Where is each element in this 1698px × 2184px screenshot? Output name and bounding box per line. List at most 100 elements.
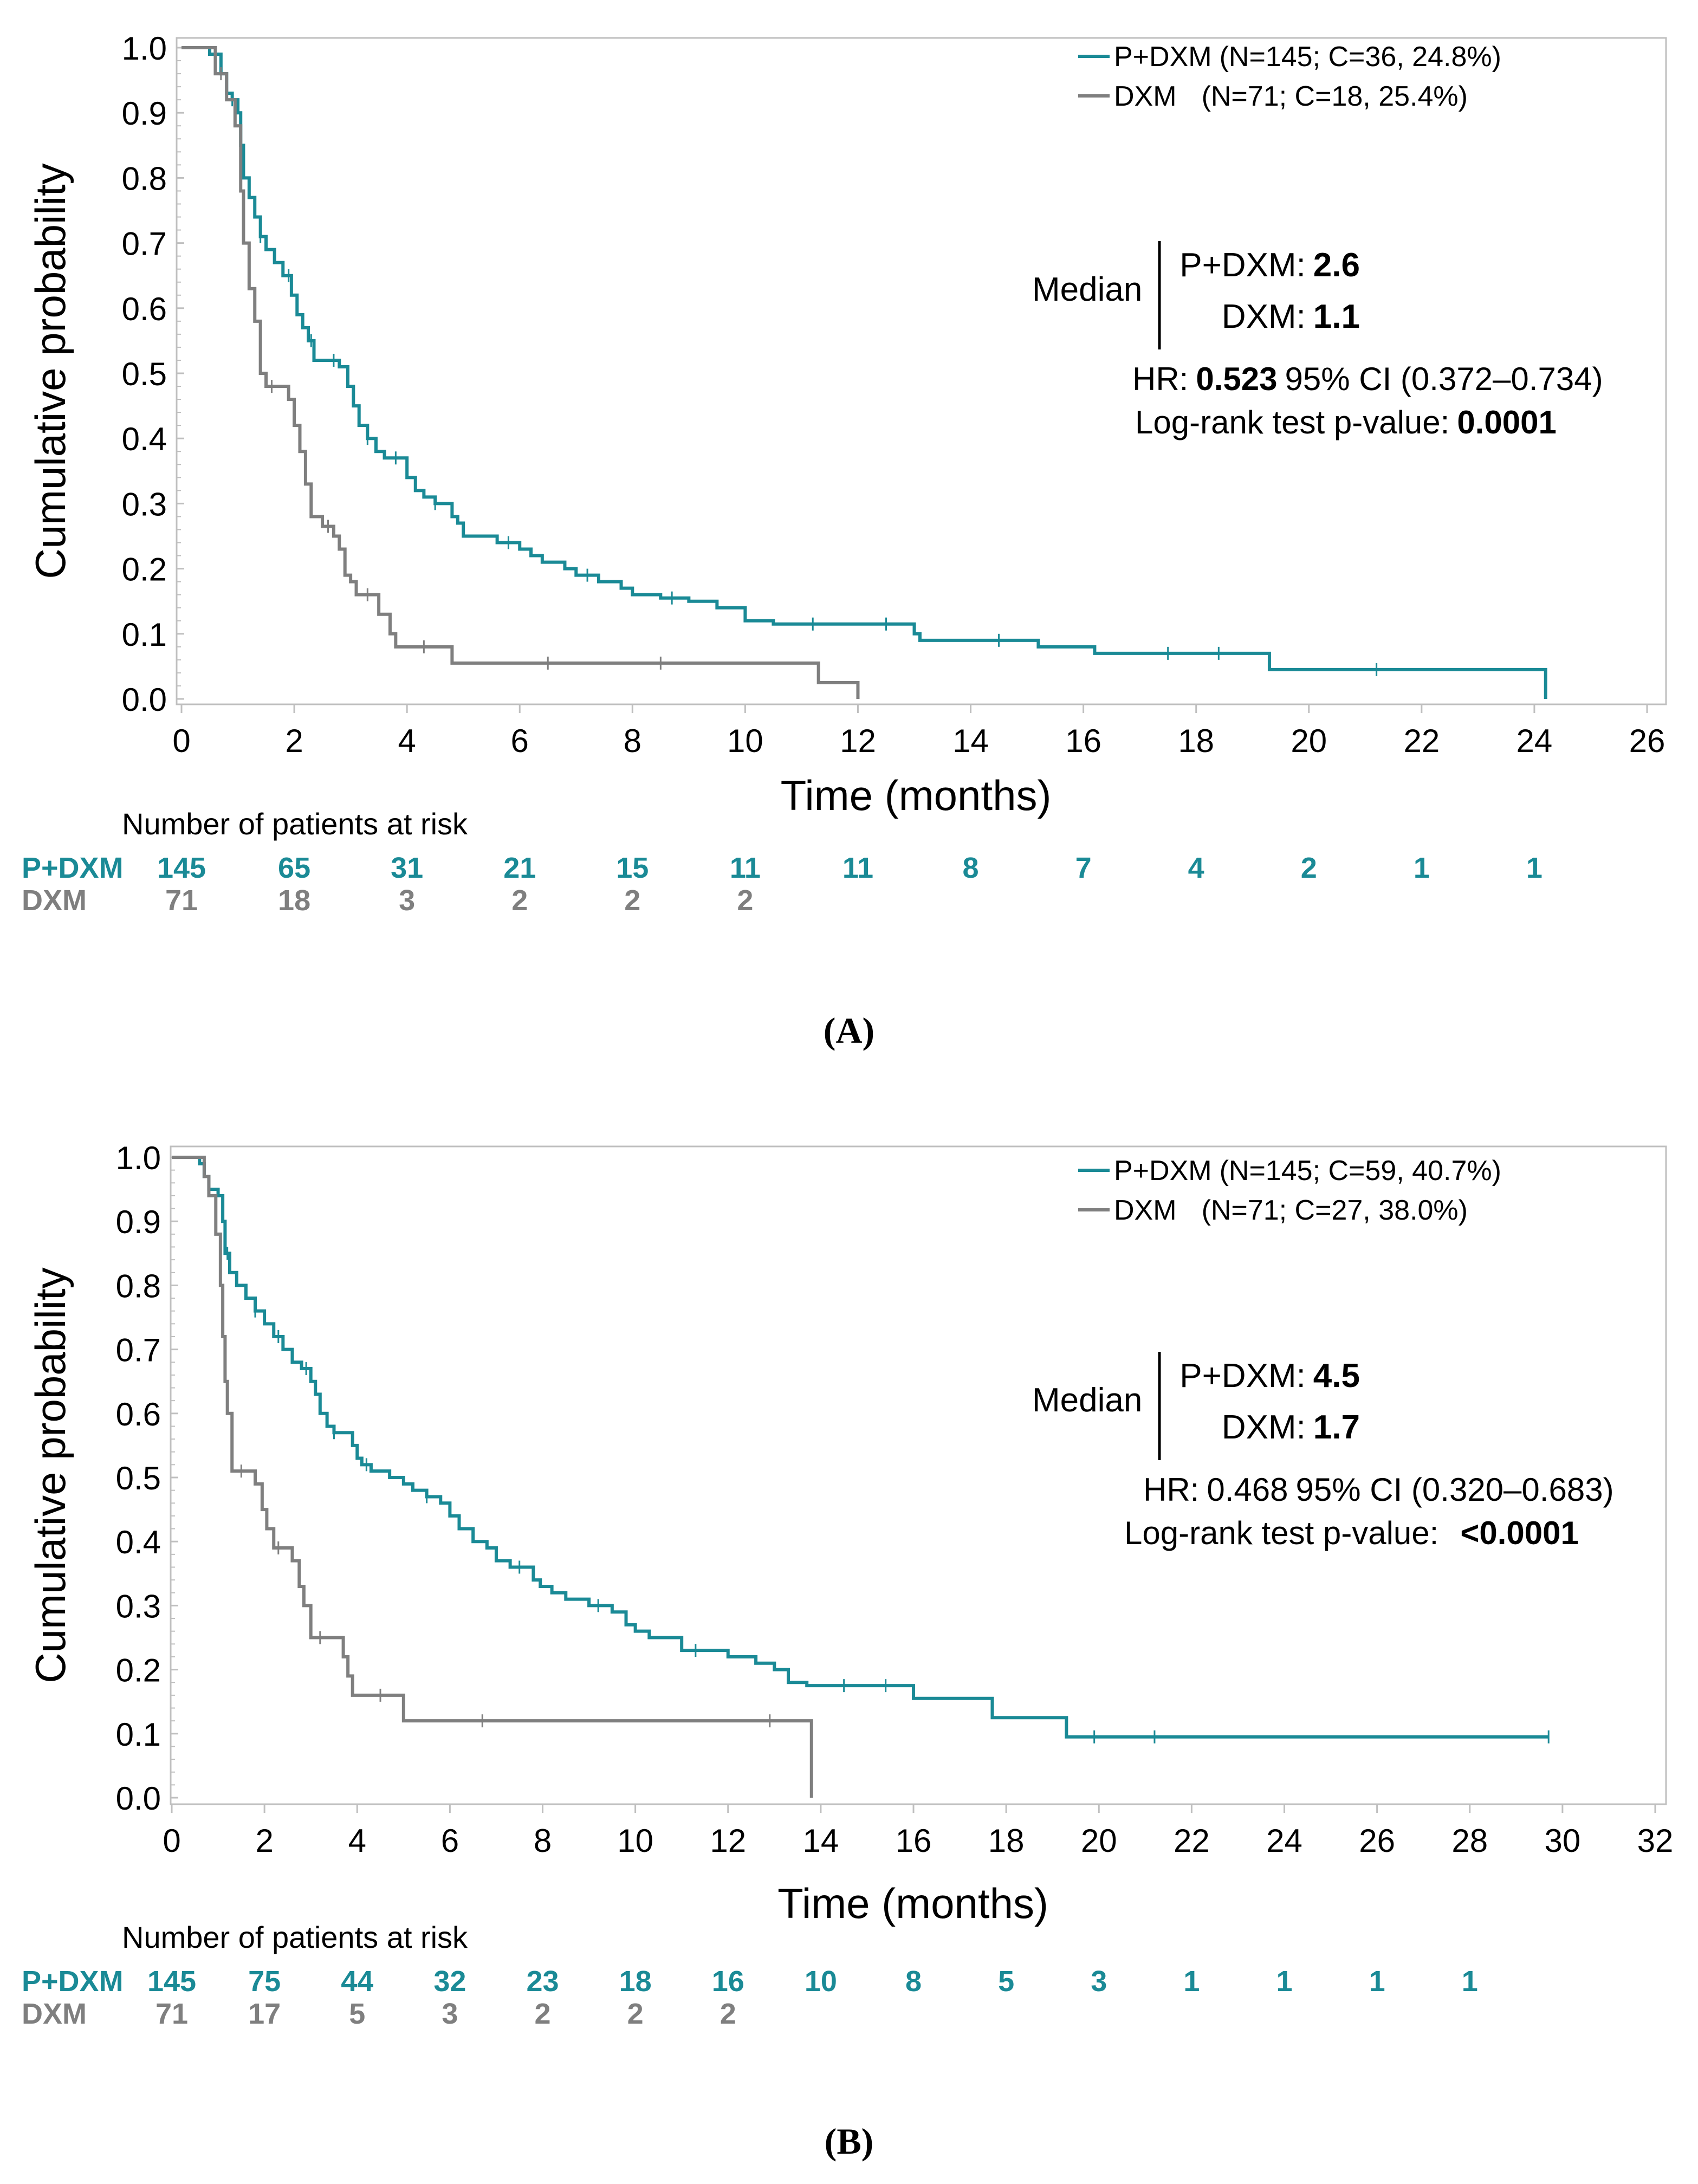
legend-stats-dxm: (N=71; C=18, 25.4%) xyxy=(1202,81,1468,112)
series-line-pdxm xyxy=(182,46,1547,699)
x-tick-label: 4 xyxy=(398,723,416,759)
median-pdxm-label: P+DXM: xyxy=(1179,247,1306,284)
x-tick-label: 22 xyxy=(1403,723,1440,759)
risk-value-dxm: 2 xyxy=(511,884,528,917)
x-tick-label: 22 xyxy=(1174,1823,1210,1859)
legend-entry-pdxm: P+DXM (N=145; C=59, 40.7%) xyxy=(1114,1155,1501,1187)
legend-name-dxm: DXM xyxy=(1114,1195,1177,1226)
km-panel-a: 0.00.10.20.30.40.50.60.70.80.91.00 2 4 6 8 10… xyxy=(22,30,1667,1051)
median-dxm-value: 1.7 xyxy=(1313,1409,1360,1446)
y-tick-label: 0.9 xyxy=(116,1204,161,1240)
risk-value-dxm: 71 xyxy=(155,1998,188,2030)
y-tick-label: 0.0 xyxy=(122,682,167,718)
risk-value-pdxm: 7 xyxy=(1075,852,1092,884)
risk-value-pdxm: 4 xyxy=(1188,852,1204,884)
y-tick-label: 0.8 xyxy=(116,1268,161,1304)
hr-label: HR: xyxy=(1143,1472,1199,1508)
risk-value-pdxm: 75 xyxy=(248,1965,281,1998)
y-axis-label: Cumulative probability xyxy=(27,163,74,579)
risk-value-dxm: 2 xyxy=(720,1998,736,2030)
y-tick-label: 0.9 xyxy=(122,95,167,132)
x-tick-label: 2 xyxy=(255,1823,273,1859)
risk-value-pdxm: 21 xyxy=(503,852,536,884)
risk-value-pdxm: 145 xyxy=(157,852,206,884)
x-tick-label: 6 xyxy=(511,723,529,759)
median-label: Median xyxy=(1032,1382,1142,1419)
risk-value-dxm: 2 xyxy=(534,1998,550,2030)
x-tick-label: 28 xyxy=(1451,1823,1488,1859)
legend-name-pdxm: P+DXM xyxy=(1114,41,1212,73)
risk-value-pdxm: 15 xyxy=(616,852,649,884)
risk-value-pdxm: 5 xyxy=(998,1965,1014,1998)
hr-ci: 95% CI (0.320–0.683) xyxy=(1296,1472,1614,1508)
risk-value-pdxm: 1 xyxy=(1369,1965,1385,1998)
x-tick-label: 26 xyxy=(1629,723,1665,759)
x-tick-label: 8 xyxy=(534,1823,552,1859)
y-tick-label: 0.7 xyxy=(116,1332,161,1369)
logrank-label: Log-rank test p-value: xyxy=(1135,404,1449,440)
logrank-test: Log-rank test p-value: 0.0001 xyxy=(1135,404,1557,440)
panel-label: (A) xyxy=(824,1010,874,1051)
risk-value-pdxm: 10 xyxy=(805,1965,837,1998)
x-tick-label: 26 xyxy=(1359,1823,1395,1859)
risk-value-dxm: 2 xyxy=(624,884,640,917)
x-tick-label: 10 xyxy=(617,1823,653,1859)
median-dxm-label: DXM: xyxy=(1222,1409,1306,1446)
plot-frame xyxy=(176,37,1667,705)
plot-frame xyxy=(170,1145,1667,1805)
risk-value-pdxm: 8 xyxy=(963,852,979,884)
median-pdxm-label: P+DXM: xyxy=(1179,1357,1306,1395)
y-tick-label: 0.7 xyxy=(122,226,167,262)
y-tick-label: 0.3 xyxy=(116,1588,161,1624)
logrank-test: Log-rank test p-value: <0.0001 xyxy=(1124,1515,1579,1551)
y-tick-label: 1.0 xyxy=(122,30,167,67)
x-tick-label: 24 xyxy=(1516,723,1553,759)
x-tick-label: 24 xyxy=(1266,1823,1302,1859)
risk-value-dxm: 18 xyxy=(278,884,310,917)
legend-name-dxm: DXM xyxy=(1114,81,1177,112)
y-tick-label: 0.5 xyxy=(122,356,167,392)
x-tick-label: 0 xyxy=(163,1823,180,1859)
risk-value-dxm: 2 xyxy=(627,1998,644,2030)
risk-value-pdxm: 2 xyxy=(1301,852,1317,884)
hr-ci: 95% CI (0.372–0.734) xyxy=(1285,361,1603,397)
legend-entry-pdxm: P+DXM (N=145; C=36, 24.8%) xyxy=(1114,41,1501,73)
km-panel-b: 0.00.10.20.30.40.50.60.70.80.91.00 2 4 6 8 10… xyxy=(22,1140,1673,2162)
x-tick-label: 4 xyxy=(348,1823,366,1859)
legend-stats-pdxm: (N=145; C=59, 40.7%) xyxy=(1220,1155,1501,1187)
risk-row-label-dxm: DXM xyxy=(22,884,87,917)
x-tick-label: 2 xyxy=(285,723,303,759)
series-line-dxm xyxy=(182,46,860,699)
y-tick-label: 0.6 xyxy=(122,291,167,327)
median-dxm: DXM: 1.1 xyxy=(1222,298,1360,335)
risk-value-pdxm: 145 xyxy=(147,1965,196,1998)
y-axis-label: Cumulative probability xyxy=(27,1267,74,1683)
risk-value-dxm: 2 xyxy=(737,884,753,917)
legend-name-pdxm: P+DXM xyxy=(1114,1155,1212,1187)
x-tick-label: 14 xyxy=(952,723,989,759)
risk-value-pdxm: 1 xyxy=(1276,1965,1292,1998)
x-tick-label: 18 xyxy=(1178,723,1214,759)
hr-label: HR: xyxy=(1132,361,1188,397)
series-line-dxm xyxy=(172,1156,813,1798)
x-tick-label: 20 xyxy=(1081,1823,1117,1859)
y-tick-label: 0.8 xyxy=(122,160,167,197)
risk-value-pdxm: 16 xyxy=(712,1965,744,1998)
hazard-ratio: HR: 0.468 95% CI (0.320–0.683) xyxy=(1143,1472,1614,1508)
logrank-value: <0.0001 xyxy=(1460,1515,1579,1551)
y-tick-label: 0.5 xyxy=(116,1460,161,1496)
risk-value-pdxm: 65 xyxy=(278,852,310,884)
series-line-pdxm xyxy=(172,1156,1549,1739)
x-tick-label: 32 xyxy=(1637,1823,1674,1859)
median-label: Median xyxy=(1032,271,1142,308)
x-tick-label: 30 xyxy=(1545,1823,1581,1859)
risk-value-dxm: 17 xyxy=(248,1998,281,2030)
y-tick-label: 0.3 xyxy=(122,486,167,522)
x-axis-label: Time (months) xyxy=(781,772,1052,819)
x-tick-label: 14 xyxy=(803,1823,839,1859)
risk-value-pdxm: 11 xyxy=(730,852,761,884)
risk-value-pdxm: 11 xyxy=(842,852,873,884)
risk-value-pdxm: 32 xyxy=(433,1965,466,1998)
y-tick-label: 0.4 xyxy=(122,421,167,457)
